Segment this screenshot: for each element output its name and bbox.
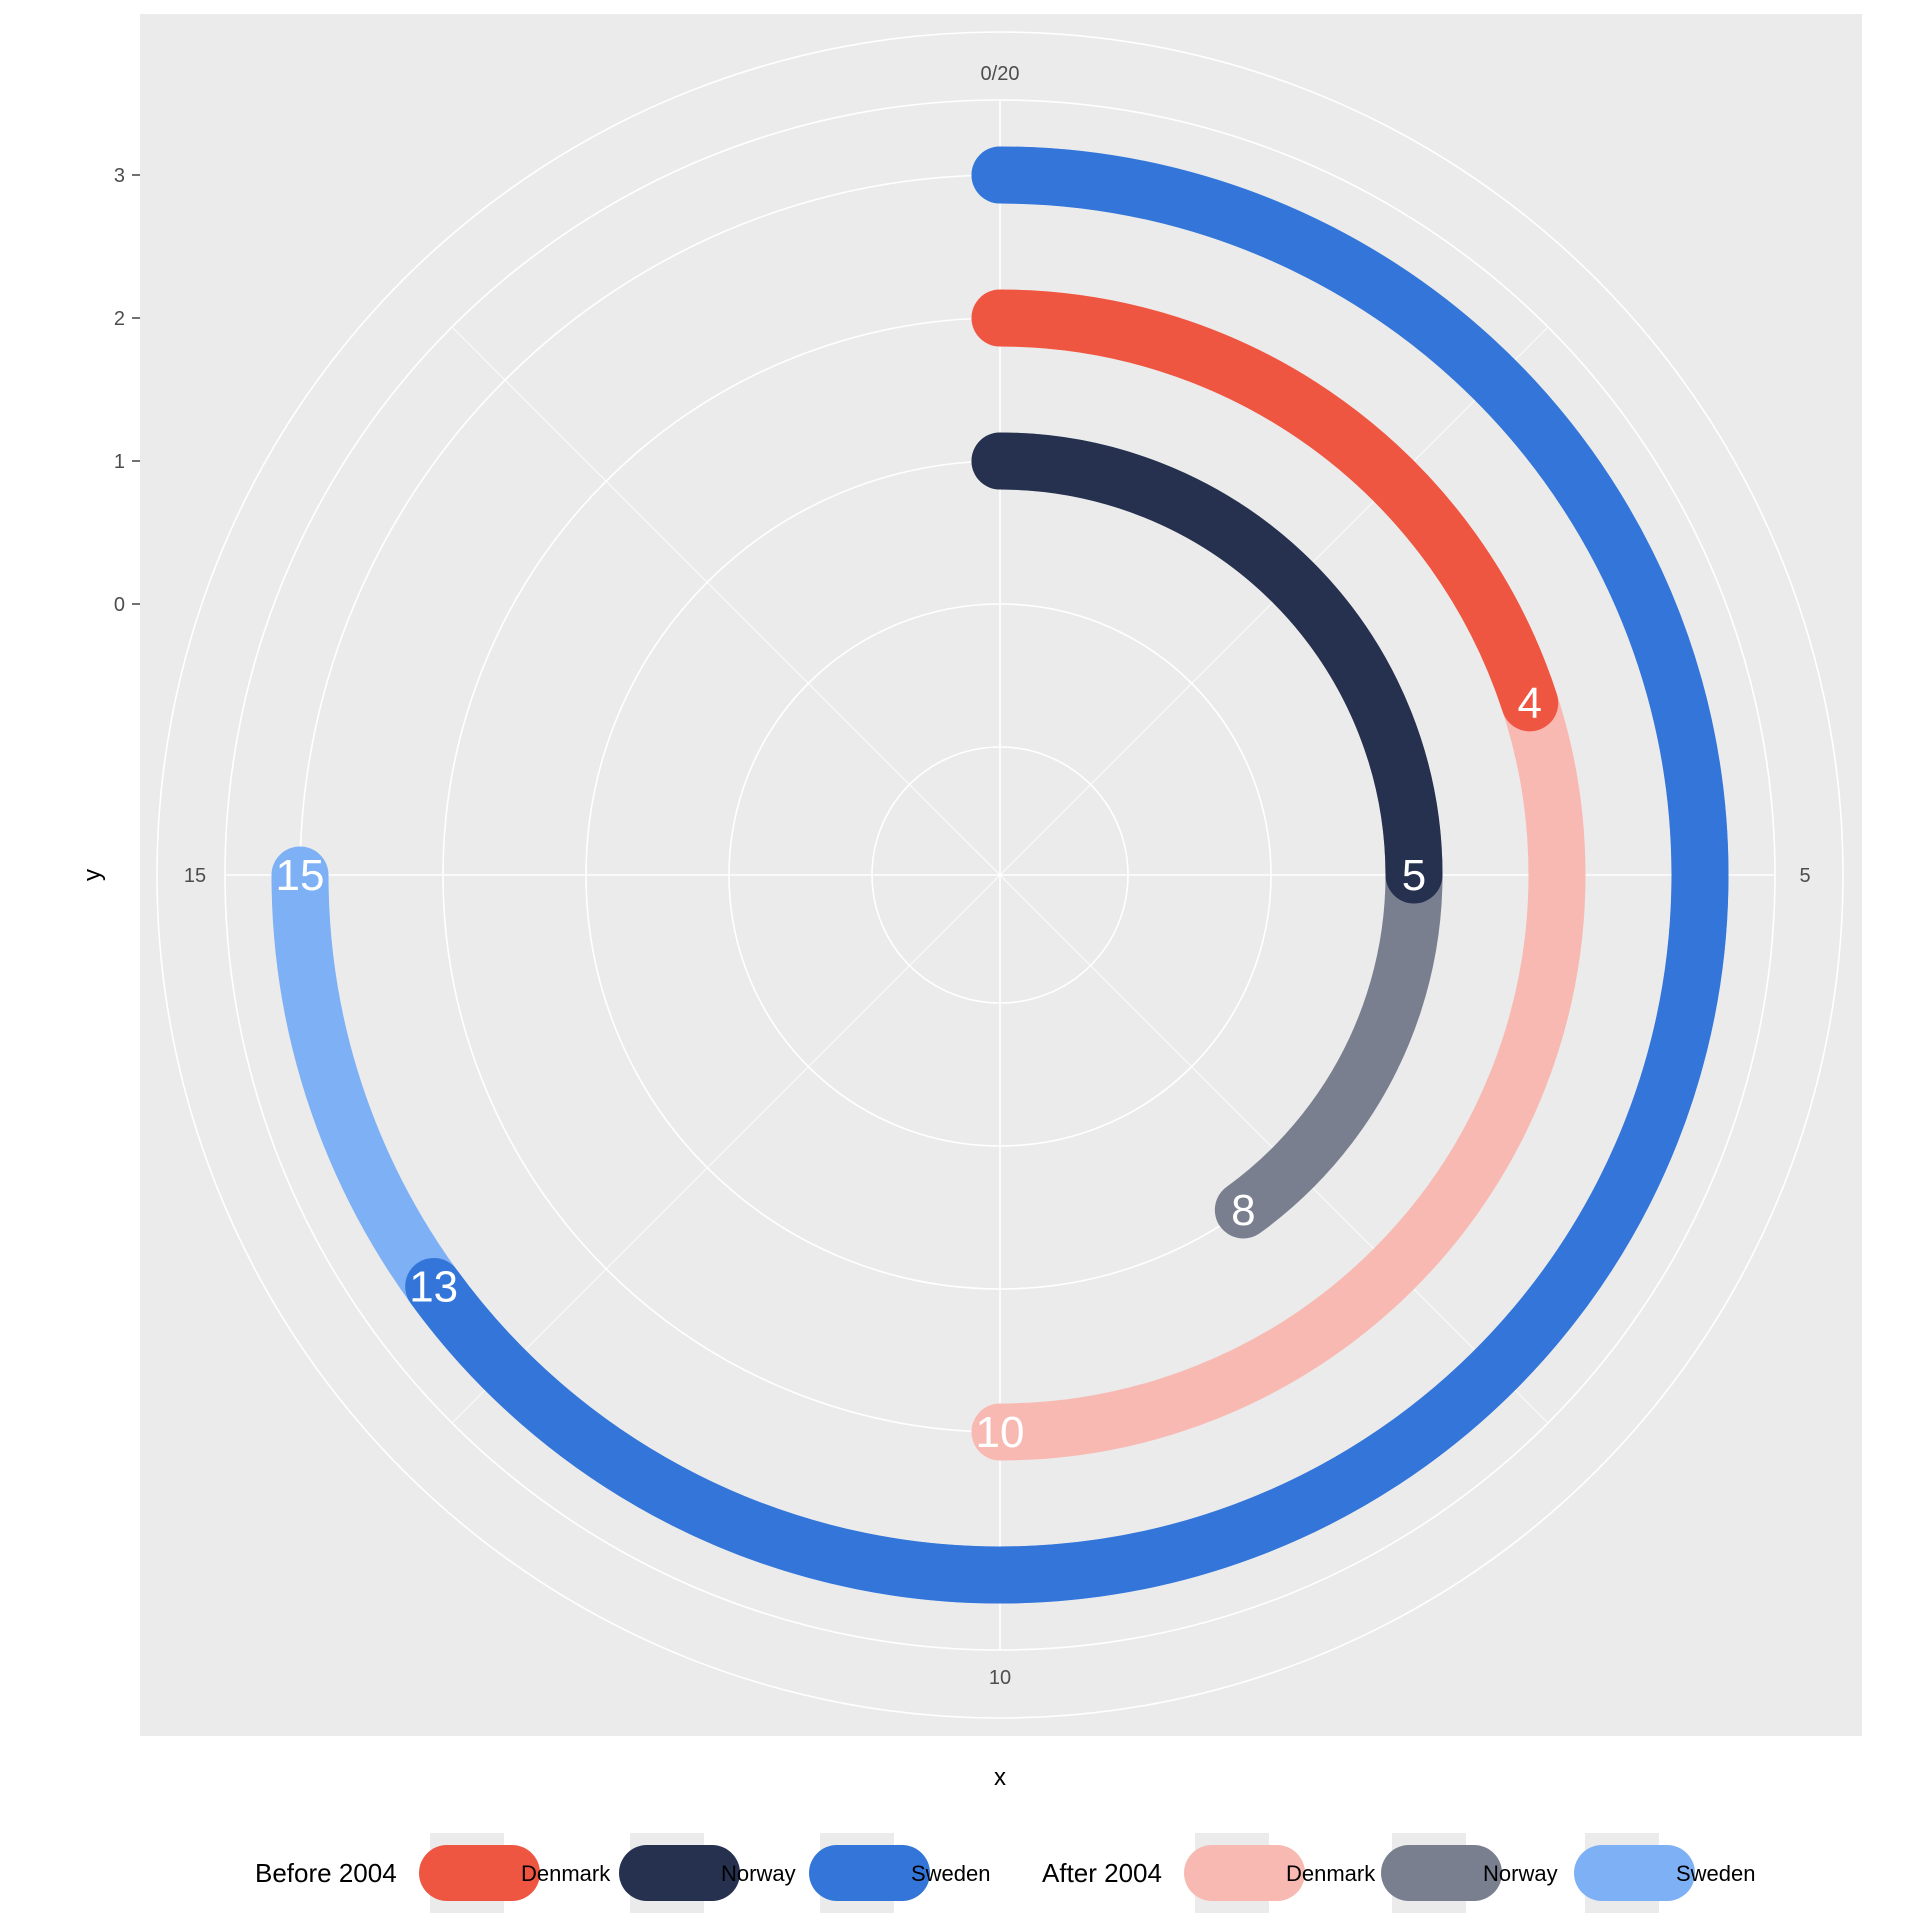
value-label: 15	[276, 851, 325, 900]
value-label: 5	[1402, 851, 1426, 900]
bar-before-2004-norway	[971, 432, 1443, 904]
value-label: 8	[1231, 1186, 1255, 1235]
y-tick-label: 0	[114, 594, 125, 616]
value-label: 4	[1517, 679, 1541, 728]
legend-label: Denmark	[1286, 1861, 1376, 1886]
y-tick-label: 1	[114, 451, 125, 473]
legend-label: Norway	[1483, 1861, 1558, 1886]
bars-layer	[271, 146, 1729, 1604]
legend: Before 2004 Denmark Norway Sweden After 2004…	[255, 1833, 1756, 1913]
legend-title: Before 2004	[255, 1858, 397, 1888]
legend-label: Sweden	[911, 1861, 991, 1886]
theta-tick-label: 15	[184, 865, 206, 887]
legend-label: Norway	[721, 1861, 796, 1886]
theta-tick-label: 0/20	[981, 63, 1020, 85]
y-axis-title: y	[79, 869, 106, 881]
bar-before-2004-denmark	[971, 289, 1559, 732]
x-axis-title: x	[994, 1764, 1006, 1791]
theta-tick-label: 5	[1799, 865, 1810, 887]
bar-before-2004-sweden	[405, 146, 1729, 1604]
y-tick-label: 3	[114, 165, 125, 187]
value-label: 13	[409, 1262, 458, 1311]
grid-circle	[156, 31, 1844, 1719]
legend-label: Denmark	[521, 1861, 611, 1886]
axis-labels: x y 0/20 5 10 15 0 1 2 3	[79, 63, 1811, 1791]
value-labels: 5 8 4 10 13 15	[276, 679, 1542, 1457]
legend-title: After 2004	[1042, 1858, 1162, 1888]
theta-tick-label: 10	[989, 1667, 1011, 1689]
value-label: 10	[976, 1408, 1025, 1457]
grid-spoke-minor	[451, 874, 1001, 1424]
grid-spoke-minor	[451, 326, 1001, 876]
y-tick-label: 2	[114, 308, 125, 330]
legend-label: Sweden	[1676, 1861, 1756, 1886]
